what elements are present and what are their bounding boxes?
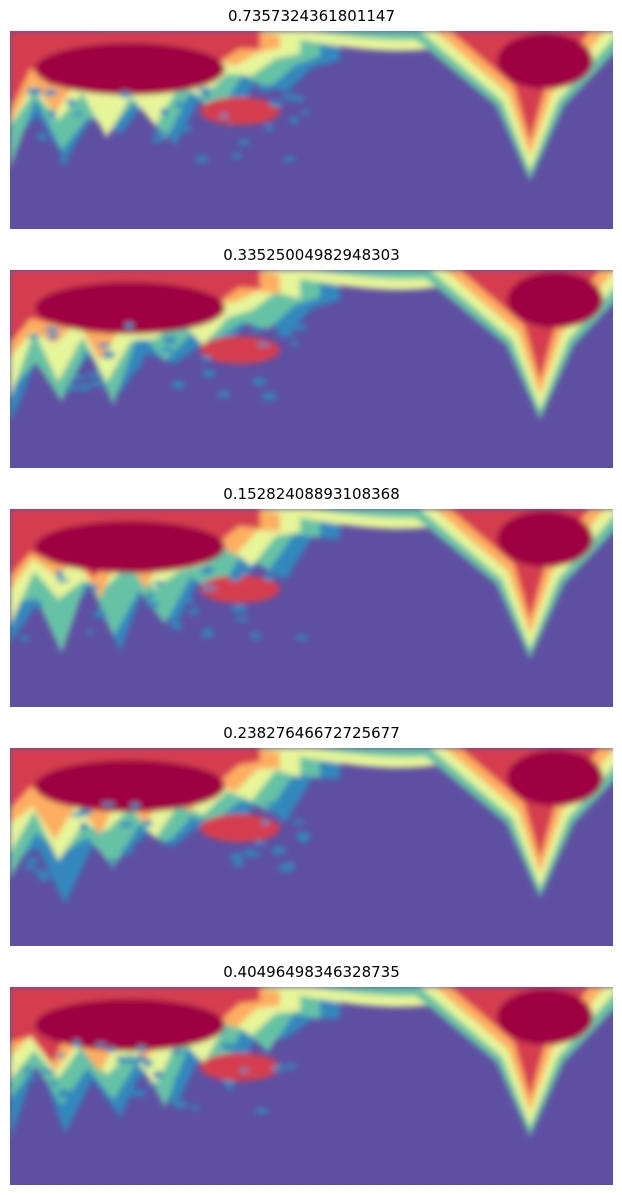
heatmap-energy-field <box>10 748 613 905</box>
heatmap-panel-2: 0.33525004982948303 <box>10 246 613 468</box>
heatmap-panel-1: 0.7357324361801147 <box>10 7 613 229</box>
heatmap-energy-field <box>10 31 613 181</box>
heatmap-panel-4: 0.23827646672725677 <box>10 724 613 946</box>
heatmap-image <box>10 31 613 229</box>
heatmap-energy-field <box>10 270 613 424</box>
panel-title: 0.33525004982948303 <box>223 246 400 264</box>
heatmap-panel-5: 0.40496498346328735 <box>10 963 613 1185</box>
heatmap-image <box>10 748 613 946</box>
heatmap-image <box>10 509 613 707</box>
panel-title: 0.15282408893108368 <box>223 485 400 503</box>
panel-title: 0.23827646672725677 <box>223 724 400 742</box>
panel-title: 0.40496498346328735 <box>223 963 400 981</box>
heatmap-panel-3: 0.15282408893108368 <box>10 485 613 707</box>
heatmap-image <box>10 270 613 468</box>
panel-title: 0.7357324361801147 <box>227 7 395 25</box>
heatmap-image <box>10 987 613 1185</box>
heatmap-energy-field <box>10 509 613 659</box>
heatmap-energy-field <box>10 987 613 1140</box>
